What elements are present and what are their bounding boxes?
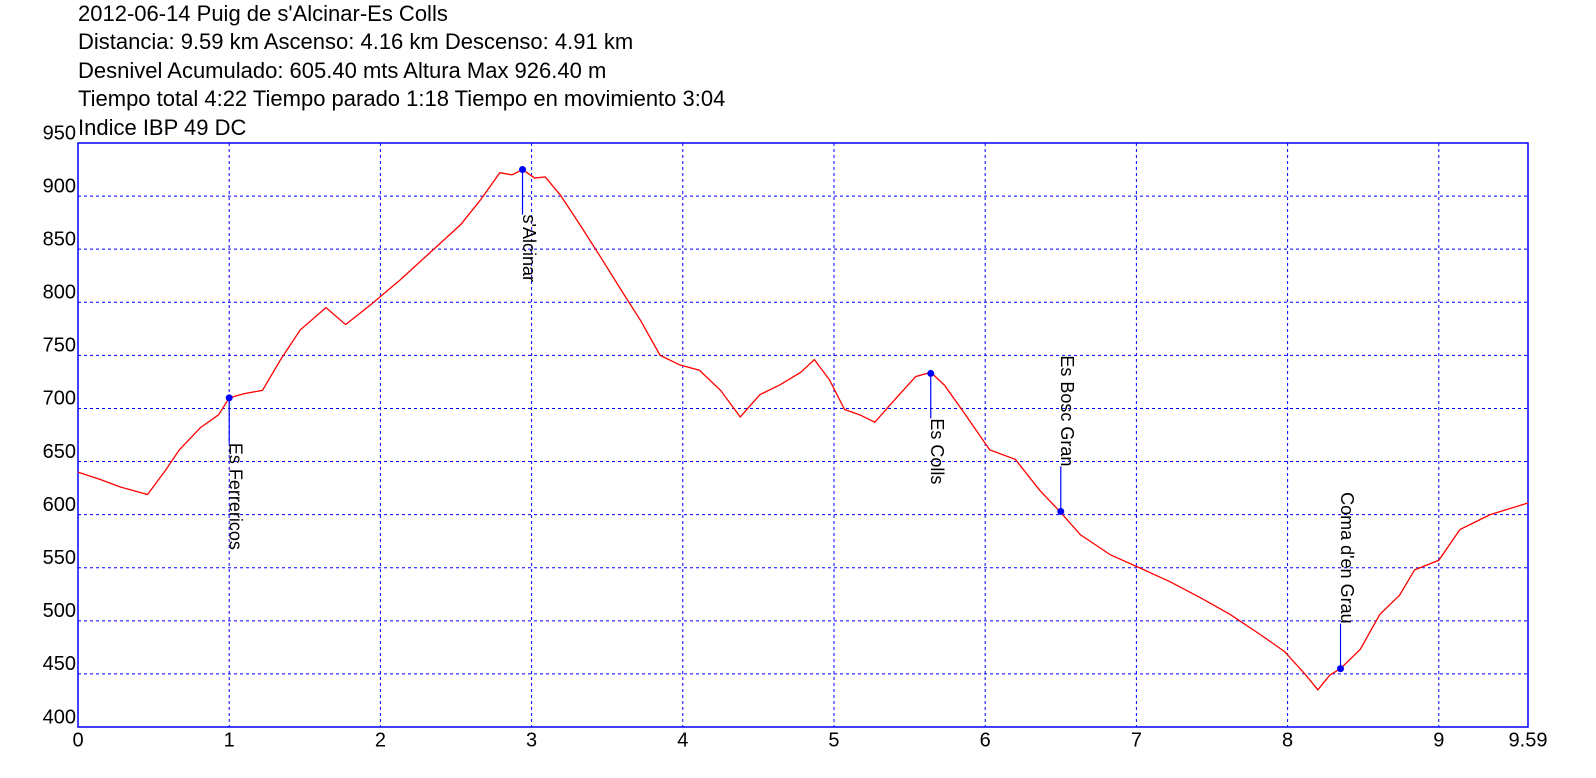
x-tick-label: 3 (526, 729, 537, 751)
x-tick-label: 4 (677, 729, 688, 751)
subtitle-line: Distancia: 9.59 km Ascenso: 4.16 km Desc… (78, 29, 633, 54)
waypoint-marker (519, 166, 527, 174)
subtitle-line: Desnivel Acumulado: 605.40 mts Altura Ma… (78, 58, 606, 83)
x-tick-label: 5 (828, 729, 839, 751)
waypoint-label: s'Alcinar (519, 215, 539, 282)
waypoint-label: Coma d'en Grau (1337, 492, 1357, 624)
x-tick-label: 0 (72, 729, 83, 751)
x-tick-label: 8 (1282, 729, 1293, 751)
y-tick-label: 500 (43, 600, 76, 622)
y-tick-label: 900 (43, 175, 76, 197)
y-tick-label: 700 (43, 388, 76, 410)
plot-frame (77, 142, 1529, 728)
subtitle-line: Indice IBP 49 DC (78, 115, 246, 140)
y-tick-label: 400 (43, 706, 76, 728)
y-tick-label: 750 (43, 335, 76, 357)
x-tick-label: 1 (224, 729, 235, 751)
waypoint-marker (225, 394, 233, 402)
y-tick-label: 450 (43, 653, 76, 675)
subtitle-line: Tiempo total 4:22 Tiempo parado 1:18 Tie… (78, 86, 725, 111)
waypoint-label: Es Colls (927, 418, 947, 484)
elevation-line (77, 168, 1529, 691)
x-tick-label: 2 (375, 729, 386, 751)
y-tick-label: 600 (43, 494, 76, 516)
y-tick-label: 550 (43, 547, 76, 569)
x-tick-label: 7 (1131, 729, 1142, 751)
y-tick-label: 650 (43, 441, 76, 463)
waypoint-label: Es Ferrericos (225, 443, 245, 550)
waypoint-marker (927, 369, 935, 377)
waypoint-marker (1337, 665, 1345, 673)
y-tick-label: 950 (43, 122, 76, 144)
chart-title: 2012-06-14 Puig de s'Alcinar-Es Colls (78, 1, 448, 26)
x-tick-label: 9 (1433, 729, 1444, 751)
x-tick-label: 6 (980, 729, 991, 751)
waypoint-label: Es Bosc Gran (1057, 355, 1077, 466)
y-tick-label: 800 (43, 282, 76, 304)
y-tick-label: 850 (43, 228, 76, 250)
waypoint-marker (1057, 507, 1065, 515)
x-tick-label: 9.59 (1509, 729, 1548, 751)
